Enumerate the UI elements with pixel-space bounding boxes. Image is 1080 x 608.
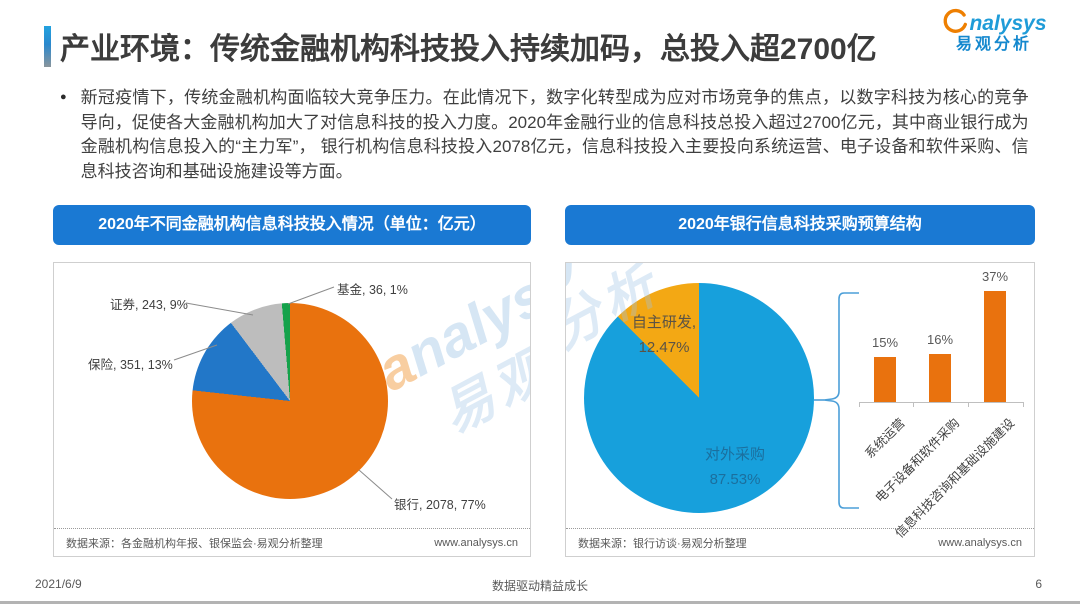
left-chart-panel: analysys 易观分析 基金, 36, 1% 证券, 243, 9% 保险,… bbox=[53, 262, 531, 557]
bar-value-3: 37% bbox=[981, 269, 1009, 284]
left-website: www.analysys.cn bbox=[434, 536, 518, 549]
right-source-text: 数据来源：银行访谈·易观分析整理 bbox=[578, 537, 747, 550]
axis-tick bbox=[1023, 402, 1024, 407]
pie-label-fund: 基金, 36, 1% bbox=[337, 283, 408, 297]
page-title: 产业环境：传统金融机构科技投入持续加码，总投入超2700亿 bbox=[60, 33, 877, 66]
label-outsourcing: 对外采购 87.53% bbox=[704, 446, 765, 488]
right-chart-title: 2020年银行信息科技采购预算结构 bbox=[565, 205, 1035, 245]
bar-it-consulting-infrastructure bbox=[984, 291, 1006, 402]
right-source-row: 数据来源：银行访谈·易观分析整理 www.analysys.cn bbox=[566, 528, 1034, 556]
title-accent-bar bbox=[44, 26, 51, 67]
intro-paragraph: 新冠疫情下，传统金融机构面临较大竞争压力。在此情况下，数字化转型成为应对市场竞争… bbox=[80, 88, 1029, 181]
label-self-development: 自主研发, 12.47% bbox=[631, 314, 697, 356]
right-chart-panel: analysys 易观分析 自主研发, 12.47% 对外采购 87.53% 1… bbox=[565, 262, 1035, 557]
footer-date: 2021/6/9 bbox=[35, 577, 82, 591]
pie-label-insurance: 保险, 351, 13% bbox=[88, 358, 173, 372]
logo-wordmark: nalysys bbox=[969, 11, 1047, 35]
bar-system-operation bbox=[874, 357, 896, 402]
analysys-logo: nalysys 易观分析 bbox=[941, 8, 1047, 54]
left-chart-title: 2020年不同金融机构信息科技投入情况（单位：亿元） bbox=[53, 205, 531, 245]
left-source-row: 数据来源：各金融机构年报、银保监会·易观分析整理 www.analysys.cn bbox=[54, 528, 530, 556]
institutions-pie bbox=[192, 303, 388, 499]
footer-page-number: 6 bbox=[1035, 577, 1042, 591]
axis-tick bbox=[913, 402, 914, 407]
procurement-pie bbox=[584, 283, 814, 513]
bullet-icon: ● bbox=[60, 91, 67, 103]
axis-tick bbox=[968, 402, 969, 407]
slide-bottom-edge bbox=[0, 601, 1080, 604]
budget-bar-area bbox=[859, 263, 1024, 402]
right-website: www.analysys.cn bbox=[938, 536, 1022, 549]
left-source-text: 数据来源：各金融机构年报、银保监会·易观分析整理 bbox=[66, 537, 323, 550]
bar-axis-line bbox=[859, 402, 1024, 403]
pie-leader-lines bbox=[173, 286, 393, 500]
bar-equipment-software bbox=[929, 354, 951, 402]
bar-value-1: 15% bbox=[871, 335, 899, 350]
intro-block: ● 新冠疫情下，传统金融机构面临较大竞争压力。在此情况下，数字化转型成为应对市场… bbox=[60, 86, 1035, 184]
logo-chinese-name: 易观分析 bbox=[955, 36, 1032, 53]
analysys-a-icon bbox=[941, 8, 968, 35]
brace-connector bbox=[814, 292, 859, 509]
pie-label-bank: 银行, 2078, 77% bbox=[394, 498, 486, 512]
pie-label-securities: 证券, 243, 9% bbox=[110, 298, 188, 312]
footer-slogan: 数据驱动精益成长 bbox=[491, 579, 588, 593]
axis-tick bbox=[859, 402, 860, 407]
bar-value-2: 16% bbox=[926, 332, 954, 347]
